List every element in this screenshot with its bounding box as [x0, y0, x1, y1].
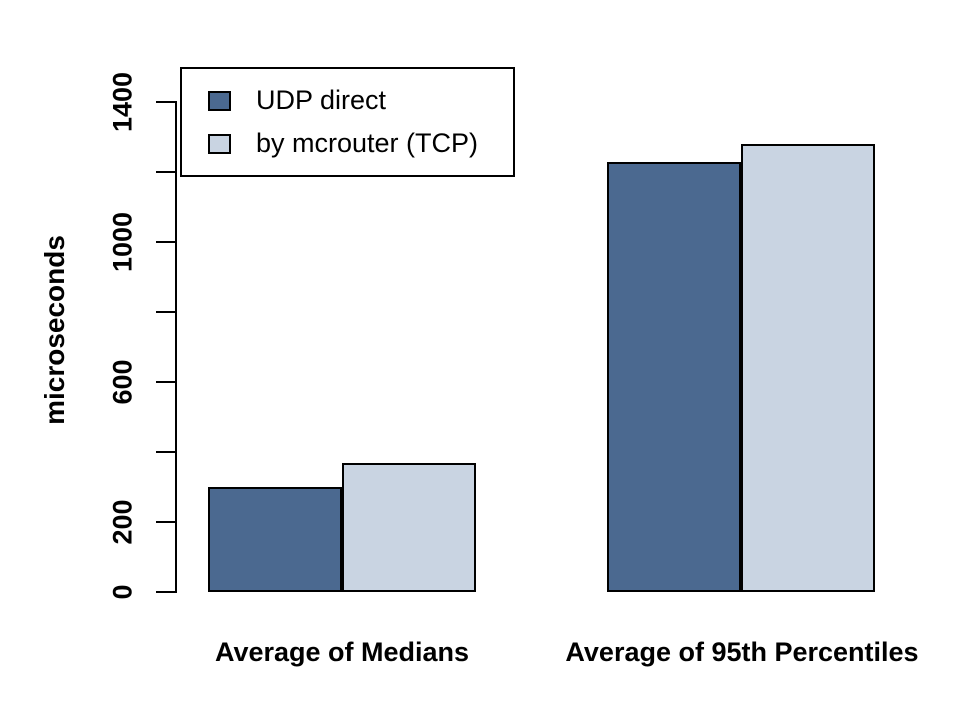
bar-udp-direct-group-0 — [208, 487, 342, 592]
bar-by-mcrouter-tcp-group-0 — [342, 462, 476, 592]
y-tick-1200 — [156, 171, 176, 173]
legend-label-udp-direct: UDP direct — [256, 85, 387, 115]
legend-item-mcrouter-tcp: by mcrouter (TCP) — [208, 128, 513, 159]
y-tick-label-600: 600 — [107, 359, 138, 405]
bar-by-mcrouter-tcp-group-1 — [741, 144, 875, 592]
x-category-label-medians: Average of Medians — [214, 637, 470, 667]
y-tick-1400 — [156, 101, 176, 103]
y-tick-400 — [156, 451, 176, 453]
y-tick-label-200: 200 — [107, 499, 138, 545]
y-tick-800 — [156, 311, 176, 313]
y-tick-200 — [156, 521, 176, 523]
y-axis-line — [175, 101, 177, 593]
y-tick-label-1400: 1400 — [107, 71, 138, 133]
legend-swatch-udp-direct — [208, 90, 231, 111]
legend-item-udp-direct: UDP direct — [208, 85, 513, 116]
y-tick-label-0: 0 — [107, 584, 138, 600]
bar-udp-direct-group-1 — [607, 161, 741, 592]
legend-label-mcrouter-tcp: by mcrouter (TCP) — [256, 128, 479, 158]
y-tick-0 — [156, 591, 176, 593]
y-tick-600 — [156, 381, 176, 383]
x-category-label-95th-percentiles: Average of 95th Percentiles — [565, 637, 919, 667]
y-tick-label-1000: 1000 — [107, 211, 138, 273]
legend-swatch-mcrouter-tcp — [208, 133, 231, 154]
y-tick-1000 — [156, 241, 176, 243]
y-axis-title: microseconds — [39, 235, 70, 425]
legend: UDP direct by mcrouter (TCP) — [180, 67, 515, 177]
